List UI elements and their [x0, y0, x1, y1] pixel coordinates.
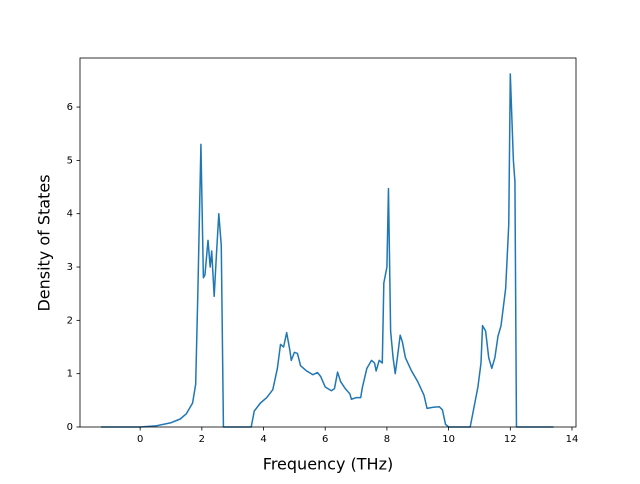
x-tick-label: 4 — [260, 434, 266, 445]
x-tick-label: 12 — [504, 434, 517, 445]
x-tick-label: 8 — [384, 434, 390, 445]
y-tick-label: 4 — [67, 209, 73, 220]
line — [100, 73, 554, 428]
y-tick-label: 0 — [67, 422, 73, 433]
x-tick-label: 10 — [442, 434, 455, 445]
y-tick-label: 3 — [67, 262, 73, 273]
y-axis-label: Density of States — [35, 174, 54, 311]
x-axis-label: Frequency (THz) — [263, 455, 393, 474]
x-tick-label: 14 — [566, 434, 579, 445]
y-tick-label: 2 — [67, 315, 73, 326]
y-tick-label: 1 — [67, 369, 73, 380]
x-tick-label: 2 — [199, 434, 205, 445]
y-tick-label: 6 — [67, 102, 73, 113]
y-tick-label: 5 — [67, 155, 73, 166]
x-tick-label: 0 — [137, 434, 143, 445]
x-tick-label: 6 — [322, 434, 328, 445]
axes-frame — [79, 57, 577, 428]
